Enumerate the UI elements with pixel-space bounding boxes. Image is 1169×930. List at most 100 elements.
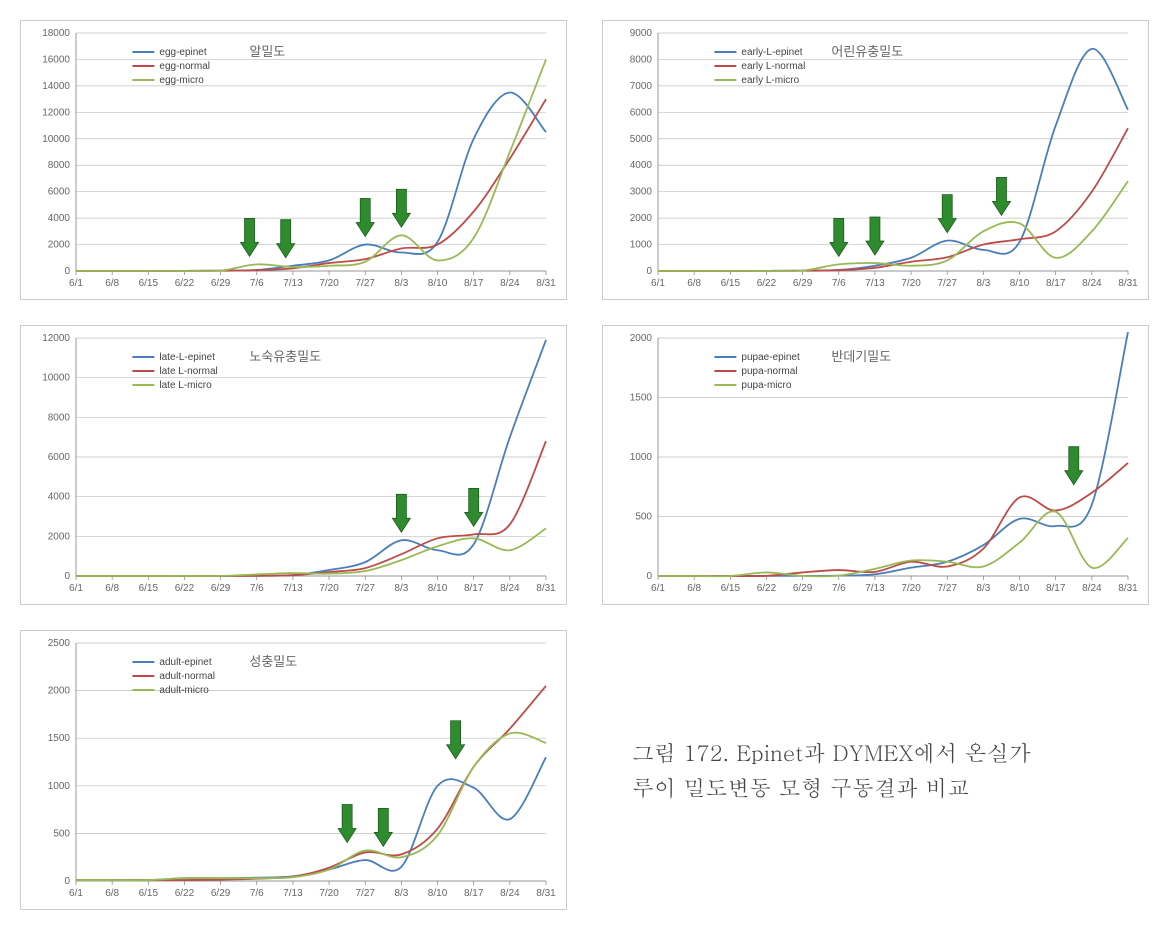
x-tick-label: 8/3 — [394, 278, 408, 289]
legend-label: egg-micro — [159, 75, 204, 86]
x-tick-label: 7/20 — [319, 888, 339, 899]
chart-late: 0200040006000800010000120006/16/86/156/2… — [21, 326, 561, 606]
legend-label: adult-micro — [159, 685, 209, 696]
y-tick-label: 14000 — [42, 81, 70, 92]
legend-label: early L-micro — [741, 75, 799, 86]
x-tick-label: 8/10 — [428, 583, 448, 594]
y-tick-label: 2000 — [48, 531, 71, 542]
x-tick-label: 6/22 — [175, 278, 195, 289]
x-tick-label: 7/20 — [319, 278, 339, 289]
y-tick-label: 5000 — [630, 134, 653, 145]
y-tick-label: 12000 — [42, 107, 70, 118]
x-tick-label: 7/6 — [250, 583, 264, 594]
chart-title-annotation: 성충밀도 — [249, 654, 297, 669]
x-tick-label: 8/3 — [394, 583, 408, 594]
x-tick-label: 7/27 — [355, 278, 375, 289]
y-tick-label: 4000 — [48, 492, 71, 503]
legend-label: late L-micro — [159, 380, 212, 391]
x-tick-label: 8/3 — [976, 583, 990, 594]
legend-label: adult-epinet — [159, 657, 211, 668]
legend-label: pupa-normal — [741, 366, 797, 377]
y-tick-label: 3000 — [630, 187, 653, 198]
y-tick-label: 9000 — [630, 28, 653, 39]
x-tick-label: 6/8 — [105, 583, 119, 594]
y-tick-label: 0 — [646, 266, 652, 277]
x-tick-label: 6/29 — [211, 583, 231, 594]
chart-panel-pupa: 05001000150020006/16/86/156/226/297/67/1… — [602, 325, 1149, 605]
chart-panel-adult: 050010001500200025006/16/86/156/226/297/… — [20, 630, 567, 910]
x-tick-label: 6/1 — [69, 583, 83, 594]
x-tick-label: 7/6 — [832, 583, 846, 594]
y-tick-label: 500 — [53, 828, 70, 839]
y-tick-label: 4000 — [630, 160, 653, 171]
y-tick-label: 1000 — [630, 240, 653, 251]
x-tick-label: 6/22 — [175, 888, 195, 899]
x-tick-label: 8/10 — [1010, 278, 1030, 289]
x-tick-label: 7/20 — [319, 583, 339, 594]
y-tick-label: 6000 — [630, 107, 653, 118]
y-tick-label: 2000 — [48, 240, 71, 251]
x-tick-label: 8/17 — [464, 888, 484, 899]
x-tick-label: 6/8 — [687, 278, 701, 289]
x-tick-label: 7/13 — [865, 583, 885, 594]
y-tick-label: 8000 — [630, 54, 653, 65]
x-tick-label: 8/31 — [1118, 278, 1138, 289]
x-tick-label: 7/13 — [283, 888, 303, 899]
x-tick-label: 8/17 — [1046, 278, 1066, 289]
y-tick-label: 0 — [64, 571, 70, 582]
x-tick-label: 6/15 — [139, 278, 159, 289]
x-tick-label: 8/10 — [428, 888, 448, 899]
x-tick-label: 6/8 — [105, 278, 119, 289]
x-tick-label: 6/29 — [793, 278, 813, 289]
x-tick-label: 7/20 — [901, 583, 921, 594]
x-tick-label: 8/24 — [1082, 278, 1102, 289]
y-tick-label: 7000 — [630, 81, 653, 92]
x-tick-label: 8/17 — [464, 278, 484, 289]
x-tick-label: 6/8 — [105, 888, 119, 899]
x-tick-label: 8/17 — [1046, 583, 1066, 594]
chart-panel-late: 0200040006000800010000120006/16/86/156/2… — [20, 325, 567, 605]
x-tick-label: 8/24 — [500, 583, 520, 594]
y-tick-label: 2500 — [48, 638, 71, 649]
x-tick-label: 6/1 — [651, 278, 665, 289]
x-tick-label: 8/24 — [500, 888, 520, 899]
y-tick-label: 16000 — [42, 54, 70, 65]
x-tick-label: 6/22 — [757, 583, 777, 594]
legend-label: egg-normal — [159, 61, 210, 72]
y-tick-label: 500 — [635, 512, 652, 523]
y-tick-label: 1000 — [48, 781, 71, 792]
y-tick-label: 2000 — [630, 213, 653, 224]
x-tick-label: 6/1 — [69, 278, 83, 289]
caption-line: 루이 밀도변동 모형 구동결과 비교 — [632, 770, 1031, 805]
chart-panel-early: 0 1000 2000 3000 4000 5000 6000 7000 8000 9000 6/1… — [602, 20, 1149, 300]
chart-title-annotation: 노숙유충밀도 — [249, 349, 321, 364]
x-tick-label: 8/10 — [428, 278, 448, 289]
legend-label: late L-normal — [159, 366, 217, 377]
figure-caption: 그림 172. Epinet과 DYMEX에서 온실가루이 밀도변동 모형 구동… — [602, 630, 1149, 910]
x-tick-label: 7/13 — [283, 583, 303, 594]
chart-title-annotation: 반데기밀도 — [831, 349, 891, 364]
y-tick-label: 18000 — [42, 28, 70, 39]
x-tick-label: 6/22 — [757, 278, 777, 289]
x-tick-label: 8/31 — [536, 888, 556, 899]
x-tick-label: 7/6 — [250, 278, 264, 289]
legend-label: pupa-micro — [741, 380, 791, 391]
x-tick-label: 6/15 — [139, 583, 159, 594]
x-tick-label: 6/29 — [211, 888, 231, 899]
chart-title-annotation: 알밀도 — [249, 44, 285, 59]
caption-line: 그림 172. Epinet과 DYMEX에서 온실가 — [632, 735, 1031, 770]
x-tick-label: 7/6 — [832, 278, 846, 289]
chart-early: 0 1000 2000 3000 4000 5000 6000 7000 8000 9000 6/1… — [603, 21, 1143, 301]
x-tick-label: 6/15 — [721, 278, 741, 289]
x-tick-label: 8/24 — [1082, 583, 1102, 594]
x-tick-label: 6/15 — [721, 583, 741, 594]
x-tick-label: 7/13 — [865, 278, 885, 289]
chart-adult: 050010001500200025006/16/86/156/226/297/… — [21, 631, 561, 911]
legend-label: adult-normal — [159, 671, 215, 682]
x-tick-label: 7/6 — [250, 888, 264, 899]
x-tick-label: 8/31 — [536, 278, 556, 289]
y-tick-label: 6000 — [48, 452, 71, 463]
chart-egg: 0200040006000800010000120001400016000180… — [21, 21, 561, 301]
x-tick-label: 7/13 — [283, 278, 303, 289]
x-tick-label: 8/3 — [394, 888, 408, 899]
